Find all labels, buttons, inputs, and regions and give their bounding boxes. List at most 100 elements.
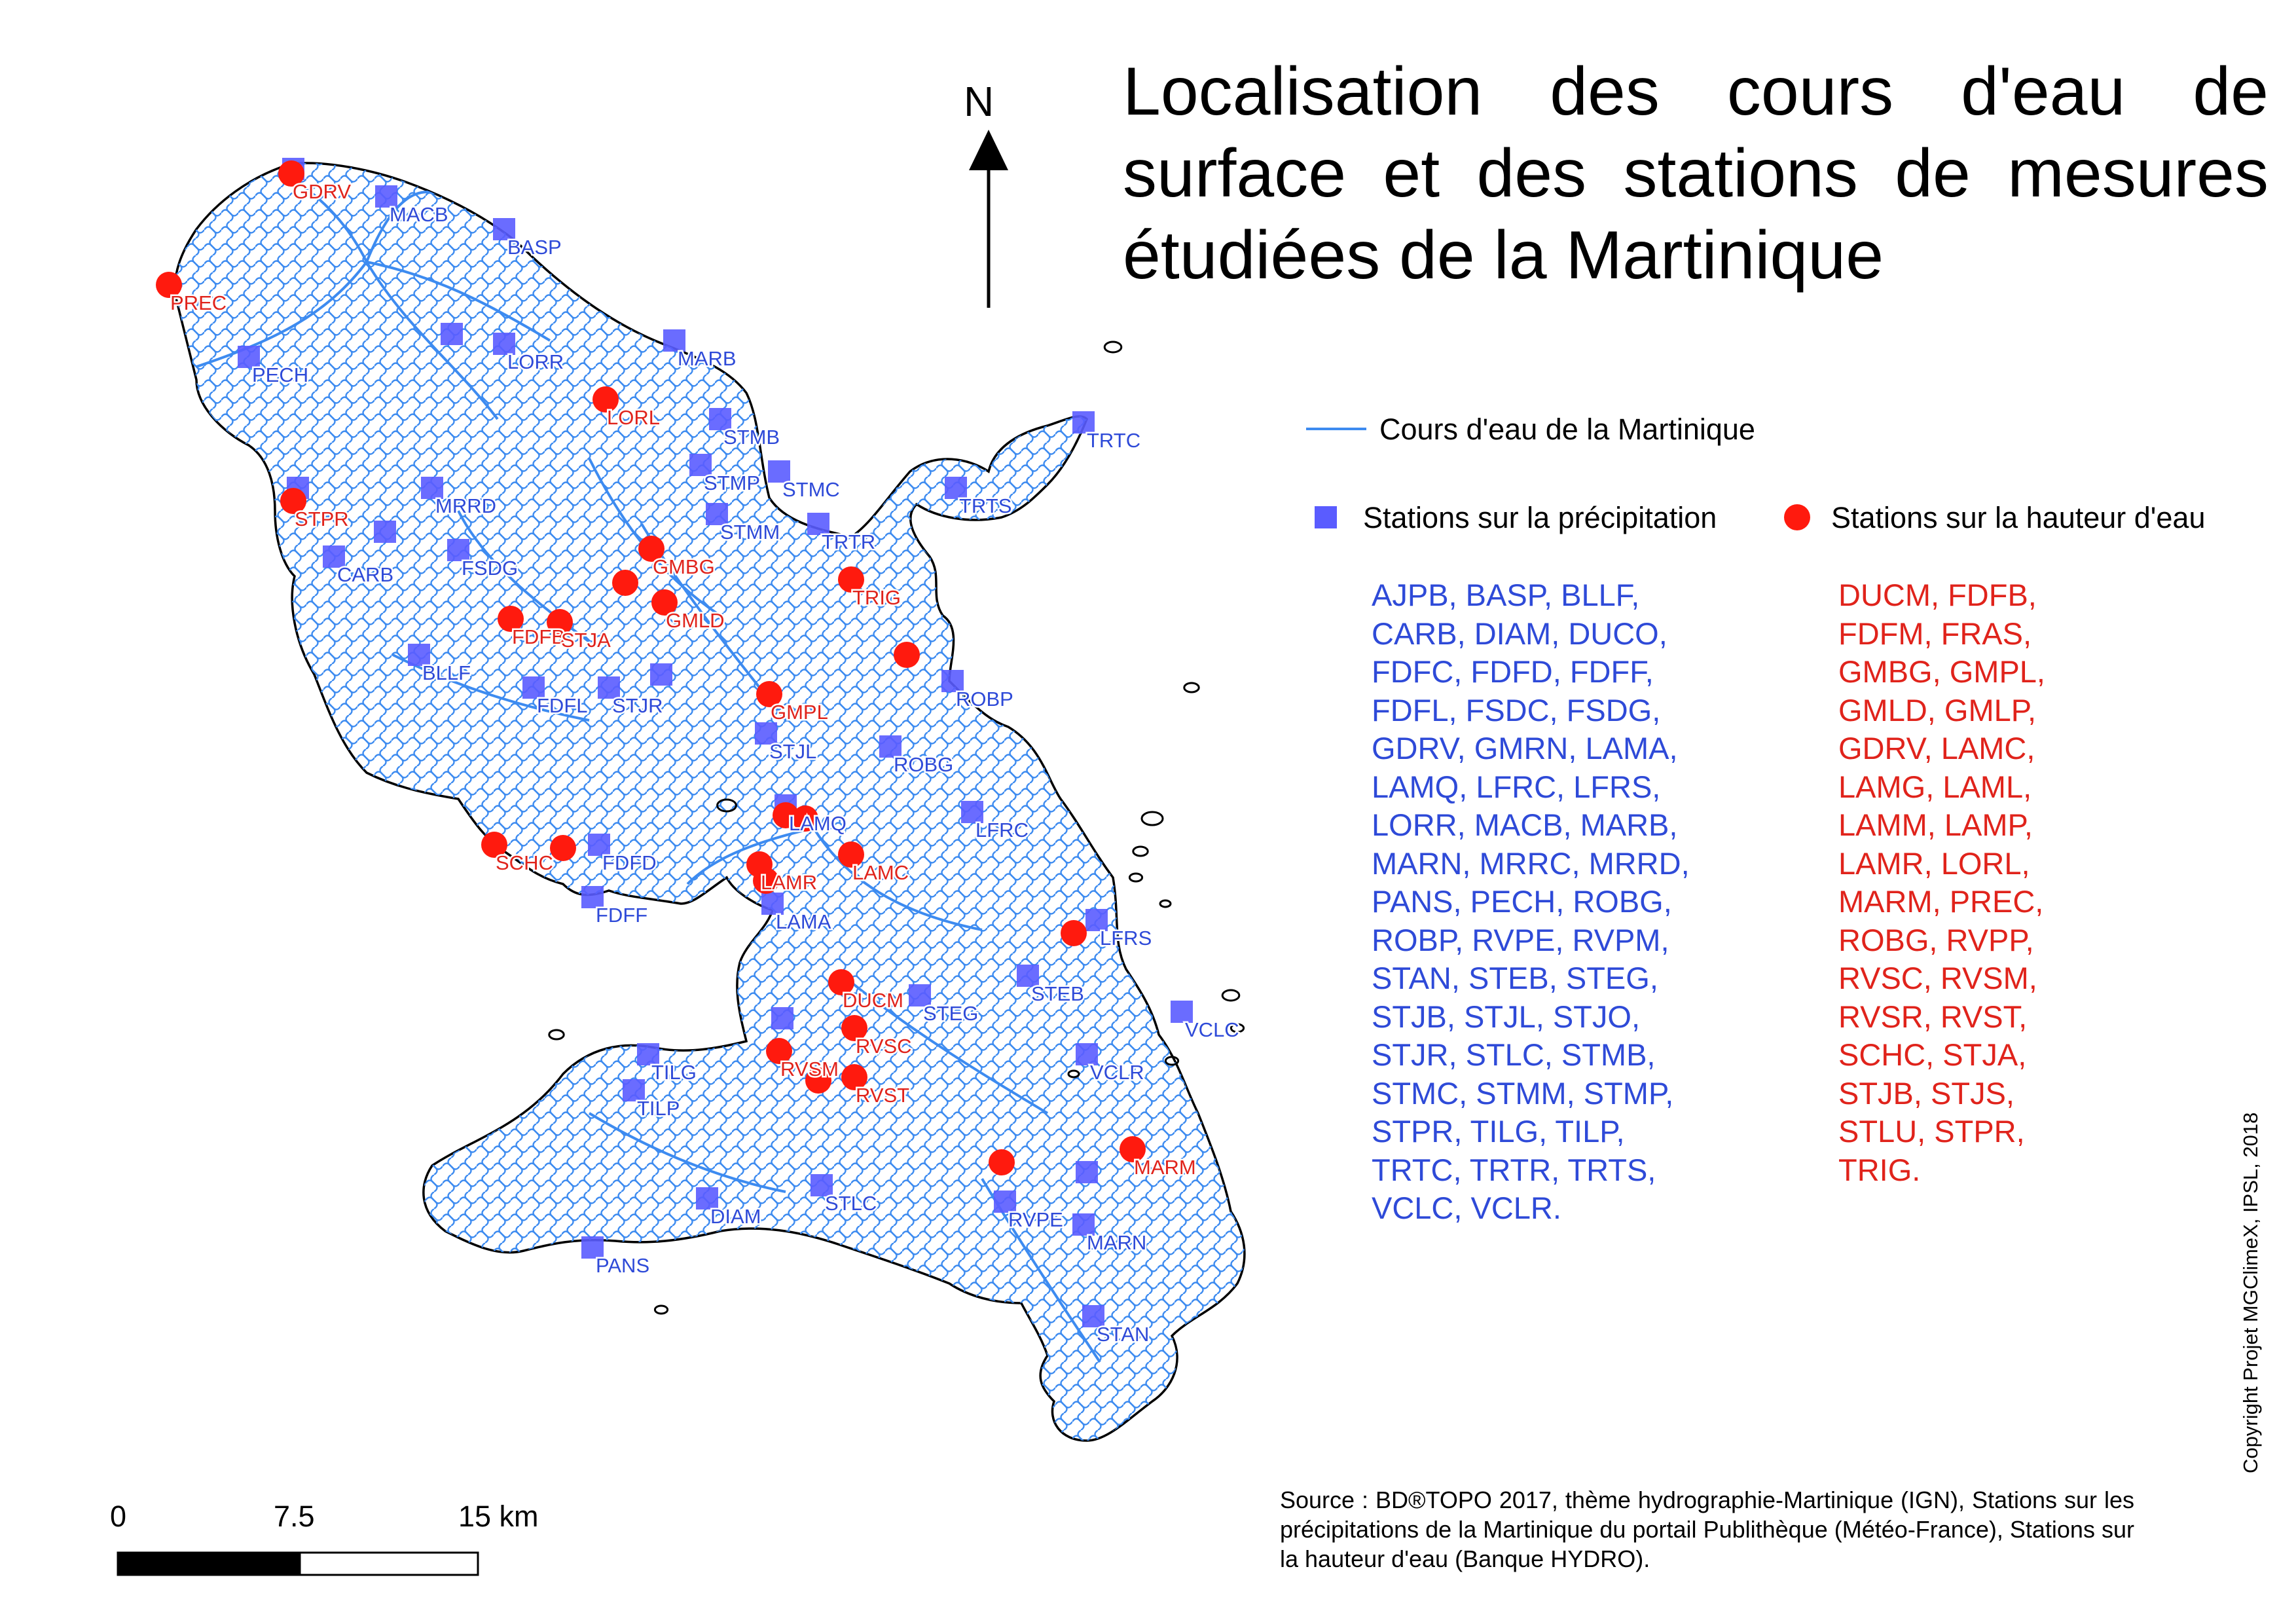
hauteur-station-label-rvst: RVST [856, 1084, 909, 1107]
hauteur-station-label-gmld: GMLD [666, 609, 725, 632]
hauteur-station-marker-fdfb [498, 606, 524, 632]
hauteur-station-marker-stja [547, 609, 573, 635]
hauteur-station-label-trig: TRIG [852, 586, 901, 609]
hauteur-station-label-fdfb: FDFB [512, 625, 565, 648]
precip-station-label-trtc: TRTC [1087, 429, 1140, 452]
precip-station-marker-fsdg [447, 539, 469, 561]
hauteur-dot-symbol [1784, 504, 1810, 531]
legend-precip-label: Stations sur la précipitation [1363, 501, 1717, 534]
hauteur-station-label-ducm: DUCM [843, 989, 903, 1012]
hauteur-station-marker [612, 570, 638, 596]
river-line [196, 261, 368, 368]
precip-station-marker-marb [663, 329, 685, 352]
precip-station-marker-stmc [768, 460, 790, 483]
precip-station-marker-stlc [811, 1174, 833, 1196]
precip-station-label-steg: STEG [923, 1002, 978, 1025]
hauteur-station-label-rvsc: RVSC [856, 1035, 912, 1058]
precip-station-marker-stmb [709, 408, 731, 430]
precip-station-marker-lama [761, 893, 784, 915]
precip-square-symbol [1315, 506, 1337, 529]
scale-label-15-km: 15 km [458, 1500, 539, 1533]
precip-station-marker-tilg [637, 1043, 659, 1065]
river-line [811, 824, 983, 931]
precip-station-marker-steg [909, 984, 931, 1006]
hauteur-station-marker [773, 802, 799, 828]
legend-hauteur-label: Stations sur la hauteur d'eau [1831, 501, 2206, 534]
hauteur-station-marker-prec [156, 272, 182, 298]
river-line [392, 654, 590, 722]
hauteur-station-marker-ducm [828, 969, 854, 995]
precip-station-marker-trtc [1072, 411, 1095, 434]
precip-station-marker-fdff [581, 886, 604, 908]
precip-station-label-carb: CARB [337, 563, 393, 586]
precip-station-marker-steb [1017, 965, 1039, 987]
precip-station-marker [650, 663, 672, 686]
islet [653, 1304, 669, 1315]
precip-station-label-stmp: STMP [704, 471, 760, 494]
hauteur-station-label-lorl: LORL [607, 406, 660, 429]
hauteur-station-label-stja: STJA [561, 629, 611, 652]
precip-station-marker-bllf [408, 644, 430, 666]
precip-station-label-lfrc: LFRC [975, 819, 1029, 841]
precip-station-label-pans: PANS [596, 1254, 649, 1277]
precip-station-label-fsdg: FSDG [462, 557, 518, 580]
precip-station-label-marb: MARB [678, 347, 737, 370]
precip-station-marker-stmm [706, 503, 728, 525]
precip-station-label-vclc: VCLC [1185, 1018, 1239, 1041]
hauteur-station-marker [989, 1149, 1015, 1175]
islets [548, 341, 1245, 1315]
precip-station-label-stlc: STLC [825, 1192, 877, 1215]
precip-station-marker-lfrc [961, 801, 983, 823]
precip-station-label-fdff: FDFF [596, 904, 647, 927]
islet [716, 798, 737, 813]
hauteur-station-marker-lamr [746, 851, 773, 877]
hauteur-station-label-prec: PREC [170, 291, 227, 314]
legend-hauteur: Stations sur la hauteur d'eau [1784, 501, 2205, 535]
precip-station-marker-trts [945, 477, 967, 499]
precip-station-marker-vclr [1076, 1043, 1098, 1065]
river-line [365, 261, 499, 420]
precip-station-marker-stjl [755, 722, 777, 745]
precip-station-label-mrrd: MRRD [435, 494, 496, 517]
river-line [850, 981, 1049, 1115]
hauteur-station-marker-schc [481, 832, 507, 858]
islet [1103, 341, 1123, 354]
hauteur-station-label-lamr: LAMR [761, 871, 817, 894]
precip-station-label-stjl: STJL [769, 740, 816, 763]
hauteur-station-label-gdrv: GDRV [293, 180, 351, 203]
scale-bar-segment-1 [118, 1553, 300, 1575]
precip-station-label-macb: MACB [390, 203, 448, 226]
precip-station-label-lorr: LORR [507, 350, 564, 373]
precip-station-label-fdfd: FDFD [602, 851, 657, 874]
islet [1183, 682, 1200, 693]
hauteur-station-marker-gdrv [278, 160, 304, 187]
precip-station-marker-rvpe [994, 1190, 1016, 1213]
hauteur-station-label-stpr: STPR [295, 507, 349, 530]
precip-station-marker-lfrs [1085, 909, 1108, 931]
hauteur-station-label-marm: MARM [1134, 1156, 1196, 1179]
hauteur-station-marker-gmld [651, 589, 678, 616]
islet [1067, 1069, 1080, 1079]
precip-station-label-basp: BASP [507, 236, 562, 259]
islet [1140, 811, 1164, 826]
islet [548, 1029, 565, 1041]
islet [1164, 1056, 1180, 1066]
precip-station-marker-fdfl [522, 676, 545, 699]
precip-station-label-stmc: STMC [782, 478, 840, 501]
precip-station-marker-diam [696, 1187, 718, 1209]
precip-station-marker-lorr [493, 333, 515, 355]
precip-station-marker-robp [941, 670, 964, 692]
hauteur-station-marker [792, 805, 818, 832]
hauteur-station-marker-gmpl [756, 681, 782, 707]
hauteur-station-label-gmpl: GMPL [771, 701, 828, 724]
precip-station-label-tilp: TILP [637, 1097, 680, 1120]
hauteur-station-marker-lamc [838, 841, 864, 868]
river-line [588, 1112, 786, 1193]
precip-station-marker-tilp [623, 1079, 645, 1101]
hauteur-station-marker [805, 1067, 831, 1094]
precip-station-marker-pans [581, 1236, 604, 1259]
precip-station-marker-basp [493, 218, 515, 240]
precip-station-label-stjr: STJR [612, 694, 663, 717]
precip-station-label-stmm: STMM [720, 521, 780, 544]
north-label: N [964, 78, 994, 125]
